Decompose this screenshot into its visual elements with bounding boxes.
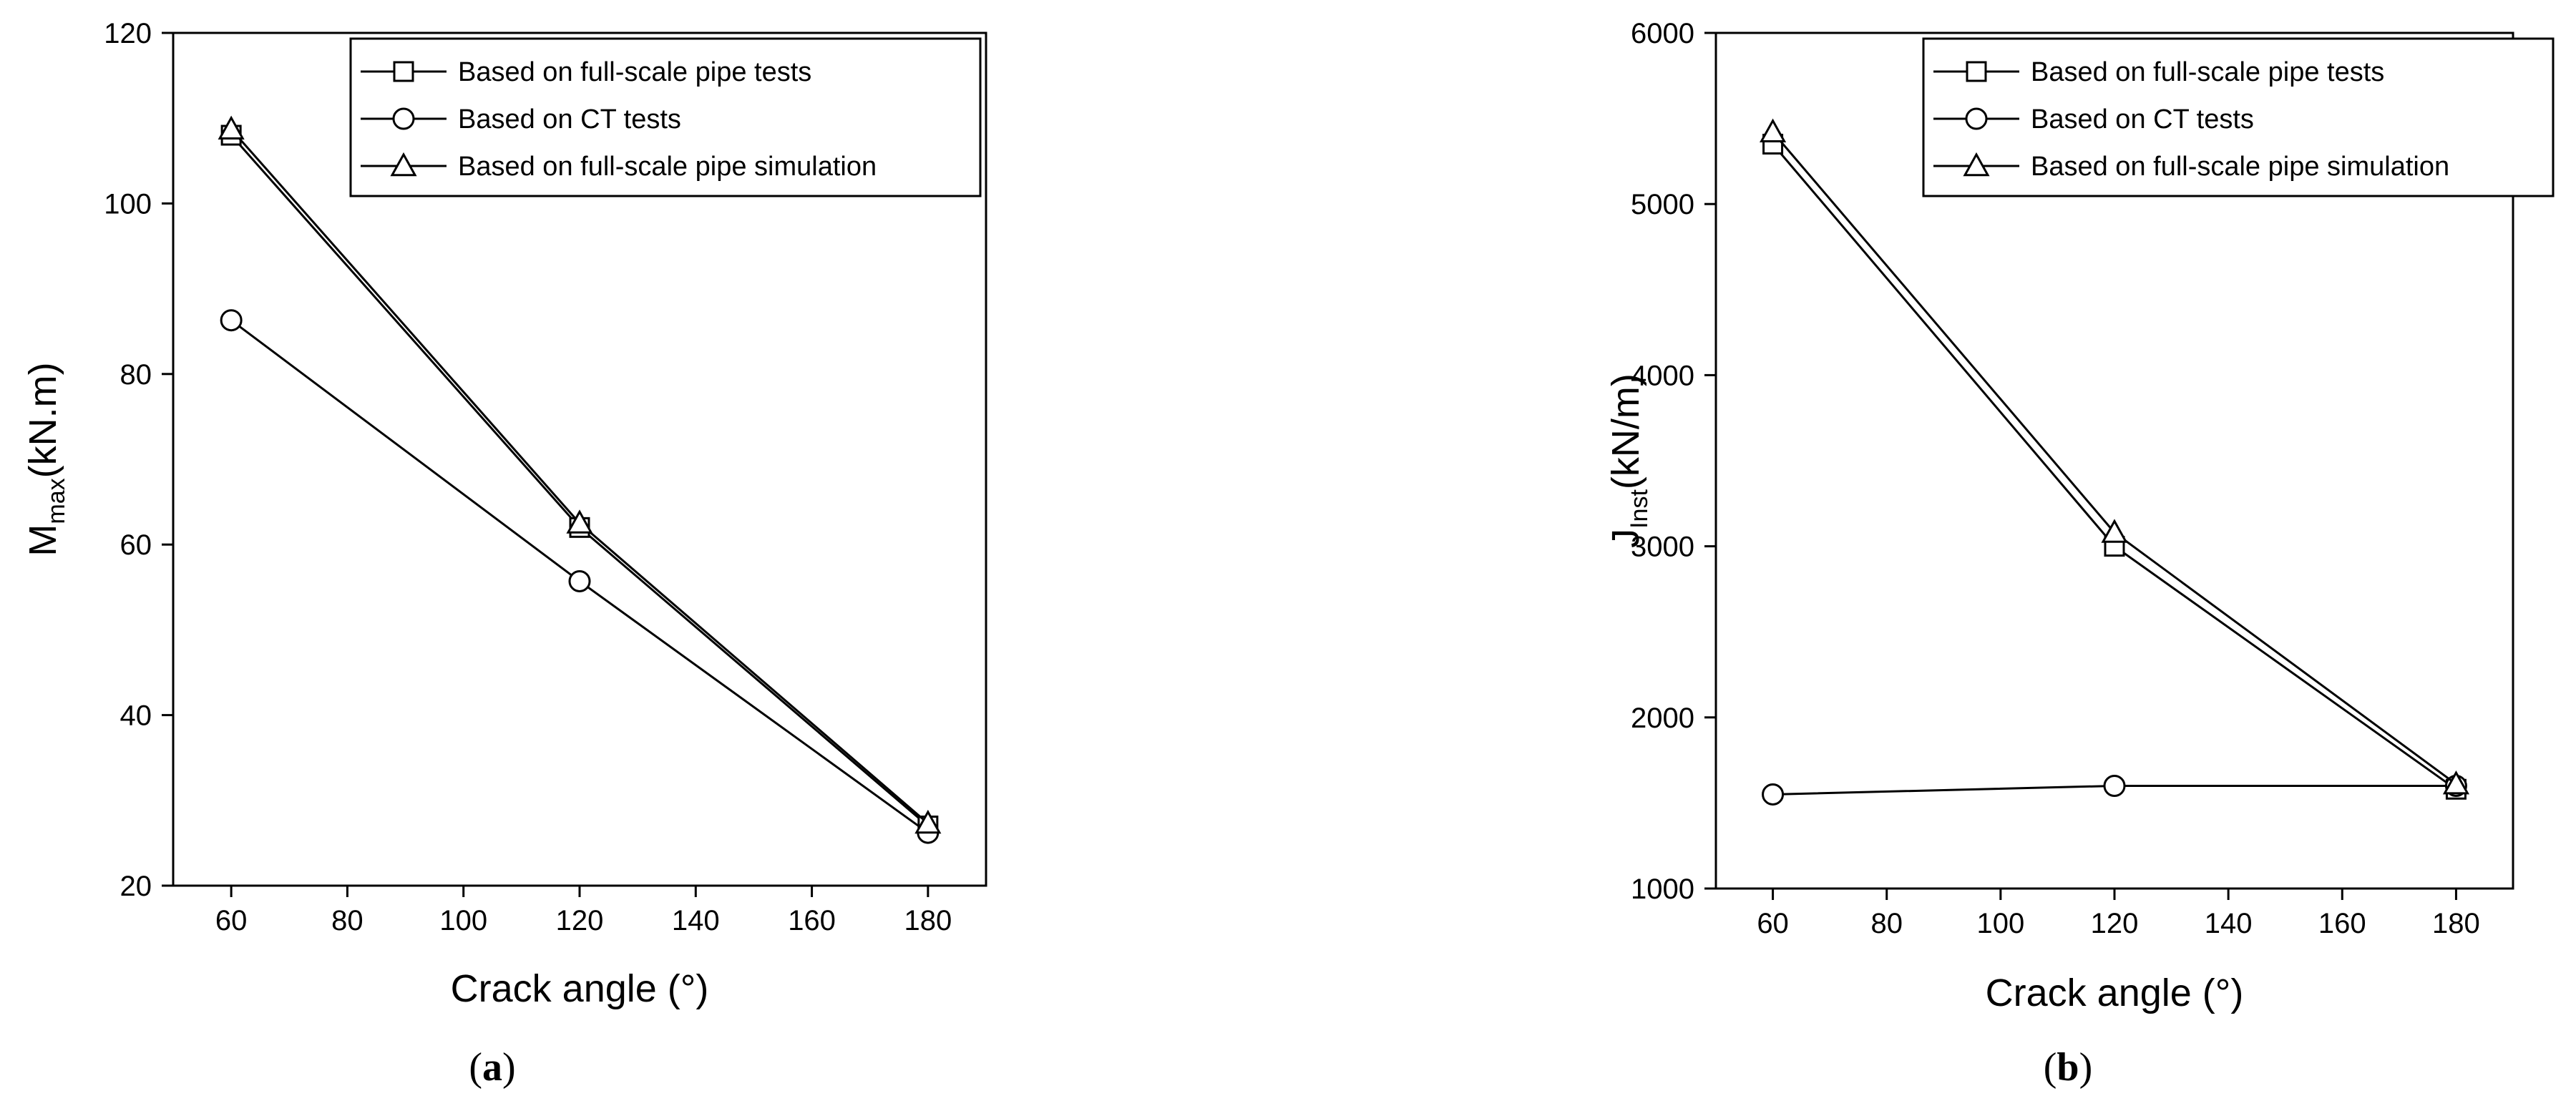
y-tick-label: 80 bbox=[120, 359, 152, 391]
data-point-triangle bbox=[566, 509, 593, 534]
x-tick-label: 100 bbox=[439, 905, 487, 936]
x-axis-title: Crack angle (°) bbox=[451, 967, 709, 1010]
x-tick-label: 180 bbox=[904, 905, 952, 936]
y-axis-title-unit: (kN.m) bbox=[21, 362, 64, 478]
x-tick-label: 140 bbox=[672, 905, 720, 936]
series-line bbox=[1772, 143, 2457, 791]
y-axis-title-subscript: max bbox=[43, 478, 70, 524]
y-tick-label: 100 bbox=[104, 188, 152, 220]
data-point-triangle bbox=[2442, 770, 2469, 795]
legend-entry: Based on CT tests bbox=[2031, 104, 2254, 134]
x-tick-label: 160 bbox=[2318, 908, 2366, 939]
data-point-circle bbox=[220, 309, 243, 332]
x-tick-label: 100 bbox=[1976, 908, 2024, 939]
x-tick-label: 60 bbox=[215, 905, 248, 936]
data-point-circle bbox=[568, 569, 591, 592]
y-tick-label: 6000 bbox=[1631, 18, 1694, 49]
legend-marker-circle bbox=[392, 107, 415, 130]
panel-label-open: ( bbox=[469, 1045, 482, 1090]
y-tick-label: 2000 bbox=[1631, 703, 1694, 734]
panel-label: (b) bbox=[2044, 1045, 2092, 1090]
series-triangle bbox=[218, 115, 942, 834]
legend: Based on full-scale pipe tests Based on C… bbox=[1922, 37, 2555, 197]
y-tick-label: 5000 bbox=[1631, 189, 1694, 220]
y-tick-label: 4000 bbox=[1631, 360, 1694, 391]
y-axis-title-unit: (kN/m) bbox=[1604, 373, 1647, 489]
x-tick-label: 140 bbox=[2205, 908, 2253, 939]
x-tick-label: 80 bbox=[331, 905, 364, 936]
legend-entry: Based on full-scale pipe tests bbox=[458, 57, 811, 87]
y-axis-title: JInst(kN/m) bbox=[1604, 373, 1653, 548]
series-line bbox=[230, 134, 929, 827]
legend-box bbox=[1922, 37, 2555, 197]
x-tick-label: 60 bbox=[1757, 908, 1789, 939]
panel-label-open: ( bbox=[2044, 1045, 2057, 1090]
legend: Based on full-scale pipe tests Based on C… bbox=[349, 37, 982, 197]
series-triangle bbox=[1760, 118, 2469, 795]
data-point-triangle bbox=[1760, 118, 1787, 143]
legend-entry: Based on full-scale pipe tests bbox=[2031, 57, 2384, 87]
data-point-triangle bbox=[218, 115, 245, 140]
series-square bbox=[220, 124, 939, 837]
series-square bbox=[1762, 133, 2467, 800]
series-circle bbox=[220, 309, 940, 844]
data-point-triangle bbox=[2101, 519, 2128, 543]
data-point-circle bbox=[1762, 783, 1785, 806]
panel-label-letter: a bbox=[482, 1045, 502, 1090]
y-tick-label: 3000 bbox=[1631, 532, 1694, 563]
chart-panel-b: 60 80 100 120 140 160 180 1000 2000 3000 4000 5000 6… bbox=[1604, 18, 2555, 1090]
y-tick-label: 20 bbox=[120, 871, 152, 902]
legend-entry: Based on full-scale pipe simulation bbox=[2031, 152, 2449, 182]
legend-box bbox=[349, 37, 982, 197]
panel-label-close: ) bbox=[502, 1045, 516, 1090]
chart-panel-a: 60 80 100 120 140 160 180 20 40 60 80 100 120 Crack a… bbox=[21, 18, 987, 1090]
legend-marker-triangle bbox=[390, 152, 417, 177]
y-axis-title-symbol: J bbox=[1604, 529, 1647, 548]
x-tick-label: 120 bbox=[2091, 908, 2139, 939]
y-tick-label: 1000 bbox=[1631, 873, 1694, 905]
y-tick-label: 40 bbox=[120, 700, 152, 732]
legend-marker-circle bbox=[1965, 107, 1988, 130]
x-tick-label: 160 bbox=[788, 905, 836, 936]
y-axis-title-symbol: M bbox=[21, 524, 64, 557]
y-tick-label: 60 bbox=[120, 529, 152, 561]
x-tick-label: 120 bbox=[556, 905, 604, 936]
x-axis-title: Crack angle (°) bbox=[1986, 972, 2244, 1014]
series-line bbox=[230, 128, 929, 825]
legend-entry: Based on full-scale pipe simulation bbox=[458, 152, 877, 182]
y-axis-title: Mmax(kN.m) bbox=[21, 362, 70, 556]
x-tick-label: 80 bbox=[1870, 908, 1903, 939]
panel-label: (a) bbox=[469, 1045, 515, 1090]
y-axis-title-subscript: Inst bbox=[1626, 489, 1653, 529]
data-point-circle bbox=[2103, 774, 2126, 797]
series-line bbox=[1772, 131, 2457, 786]
y-tick-label: 120 bbox=[104, 18, 152, 49]
series-circle bbox=[1762, 774, 2467, 806]
panel-label-letter: b bbox=[2057, 1045, 2079, 1090]
legend-entry: Based on CT tests bbox=[458, 104, 681, 134]
data-point-triangle bbox=[914, 809, 942, 834]
legend-marker-triangle bbox=[1963, 152, 1990, 177]
legend-marker-square bbox=[393, 61, 414, 82]
x-tick-label: 180 bbox=[2432, 908, 2480, 939]
legend-marker-square bbox=[1966, 61, 1987, 82]
panel-label-close: ) bbox=[2079, 1045, 2093, 1090]
